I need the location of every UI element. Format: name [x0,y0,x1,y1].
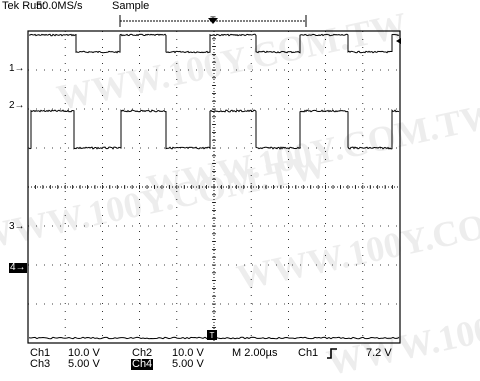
ch4-scale: 5.00 V [172,358,204,370]
ch4-label-selected: Ch4 [131,358,154,370]
ch3-scale: 5.00 V [68,358,100,370]
scope-status-bar: Tek Run: 50.0MS/s Sample [0,0,480,16]
sample-rate-label: 50.0MS/s [36,0,83,12]
channel-1-marker: 1→ [9,63,25,74]
watermark-text: WWW.100Y.COM.TW [0,145,330,258]
ch1-label: Ch1 [30,347,51,359]
channel-3-marker: 3→ [9,221,25,232]
trigger-level-label: 7.2 V [366,347,392,359]
watermark-layer: WWW.100Y.COM.TWWWW.100Y.COM.TWWWW.100Y.C… [0,5,480,381]
channel-readout: Ch1 10.0 V Ch2 10.0 V M 2.00µs Ch1 7.2 V… [0,345,480,375]
trigger-position-label: T [210,15,216,25]
trigger-level-icon [396,38,401,44]
graticule-grid [27,30,401,344]
watermark-text: WWW.100Y.COM.TW [233,185,480,298]
ch2-label: Ch2 [132,347,153,359]
record-length-bar: T [119,15,307,27]
channel-2-marker: 2→ [9,100,25,111]
trigger-point-label: T [210,331,215,340]
watermark-text: WWW.100Y.COM.TW [53,5,410,118]
trigger-source-label: Ch1 [298,347,319,359]
channel-2-trace [28,109,400,150]
rising-edge-icon [326,347,338,362]
ch2-scale: 10.0 V [172,347,204,359]
run-status-label: Tek Run: [2,0,45,13]
channel-4-marker: 4→ [9,262,27,273]
trigger-position-icon [208,18,218,24]
ch3-label: Ch3 [30,358,51,370]
timebase-label: M 2.00µs [232,347,278,359]
brand-label: Tek [2,0,20,12]
acquisition-mode-label: Sample [112,0,150,12]
channel-1-trace [28,33,400,54]
run-state-label: Run: [22,0,46,12]
ch1-scale: 10.0 V [68,347,100,359]
trigger-point-icon: T [207,330,217,340]
